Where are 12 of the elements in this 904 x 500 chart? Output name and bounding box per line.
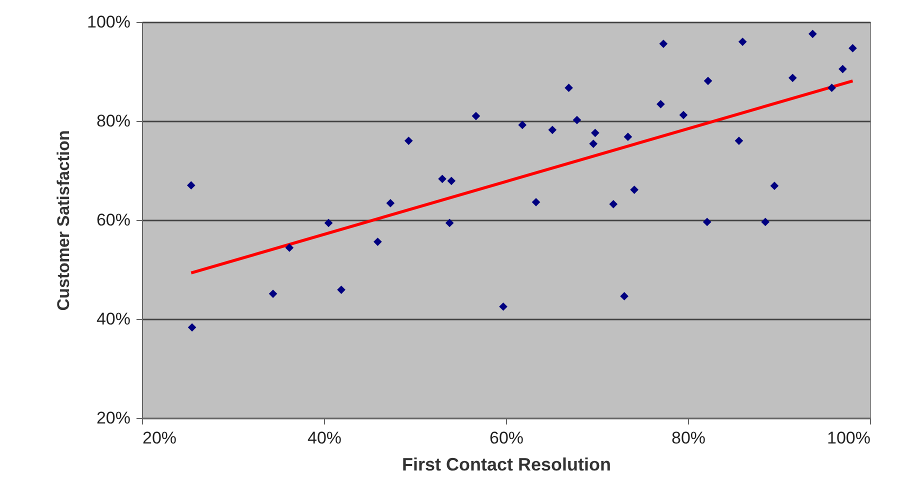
- x-tick-label: 80%: [671, 428, 706, 448]
- x-axis-title: First Contact Resolution: [402, 454, 612, 474]
- x-tick-label: 40%: [307, 428, 342, 448]
- x-tick-label: 60%: [489, 428, 524, 448]
- y-axis-title: Customer Satisfaction: [54, 130, 74, 311]
- x-tick-label: 20%: [142, 428, 177, 448]
- y-tick-label: 60%: [96, 210, 130, 230]
- y-tick-label: 20%: [96, 408, 130, 428]
- y-tick-label: 100%: [87, 12, 130, 32]
- y-tick-label: 80%: [96, 112, 130, 130]
- y-tick-label: 40%: [96, 310, 130, 328]
- x-tick-label: 100%: [827, 428, 870, 448]
